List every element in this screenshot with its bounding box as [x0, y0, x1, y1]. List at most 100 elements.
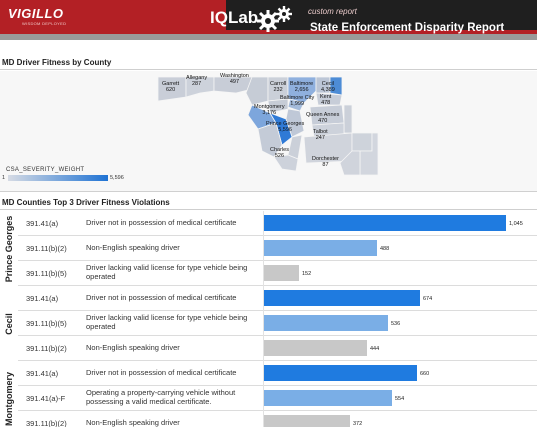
product-name: IQLab	[210, 8, 259, 27]
county-label-montgomery: Montgomery 3,176	[254, 104, 285, 116]
violation-code: 391.11(b)(5)	[26, 319, 67, 328]
violation-bar[interactable]	[264, 265, 299, 281]
legend-gradient-bar	[8, 175, 108, 181]
county-label-charles: Charles 526	[270, 147, 289, 159]
custom-report-subtitle: custom report	[308, 7, 357, 16]
county-group-label: Cecil	[0, 286, 18, 361]
violation-bar[interactable]	[264, 215, 506, 231]
county-wicomico	[351, 132, 373, 152]
violation-row[interactable]: 391.41(a) Driver not in possession of med…	[18, 286, 537, 311]
header-subbar	[0, 34, 537, 40]
county-somerset	[339, 150, 361, 176]
violation-description: Operating a property-carrying vehicle wi…	[86, 388, 236, 406]
violation-description: Driver lacking valid license for type ve…	[86, 313, 248, 331]
violation-count: 488	[380, 246, 390, 252]
violation-description: Driver not in possession of medical cert…	[86, 368, 237, 377]
violation-code: 391.41(a)	[26, 219, 59, 228]
report-title: State Enforcement Disparity Report	[310, 22, 505, 34]
violation-row[interactable]: 391.11(b)(2) Non-English speaking driver 4…	[18, 236, 537, 261]
county-label-washington: Washington 497	[220, 73, 249, 85]
violation-row[interactable]: 391.11(b)(2) Non-English speaking driver 3…	[18, 411, 537, 427]
report-header: VIGILLO WISDOM DEPLOYED IQLab	[0, 0, 537, 40]
row-separator	[263, 286, 264, 311]
county-group-label: Prince Georges	[0, 211, 18, 286]
county-label-kent: Kent 478	[320, 94, 332, 106]
violation-row[interactable]: 391.41(a)-F Operating a property-carrying…	[18, 386, 537, 411]
county-map[interactable]: Garrett 620 Allegany 287 Washington 497 Car…	[0, 71, 537, 192]
county-anne-arundel	[285, 108, 305, 138]
county-label-carroll: Carroll 232	[270, 81, 287, 93]
county-caroline	[343, 104, 353, 134]
logo-tagline: WISDOM DEPLOYED	[22, 21, 67, 26]
violation-description: Driver not in possession of medical cert…	[86, 218, 237, 227]
county-label-cecil: Cecil 4,389	[321, 81, 335, 93]
gears-icon	[257, 6, 292, 32]
violation-count: 444	[370, 346, 380, 352]
violation-row[interactable]: 391.41(a) Driver not in possession of med…	[18, 211, 537, 236]
row-separator	[263, 361, 264, 386]
county-allegany	[185, 76, 215, 98]
violation-count: 660	[420, 371, 430, 377]
violation-description: Non-English speaking driver	[86, 343, 180, 352]
header-accent-line	[226, 30, 537, 34]
row-separator	[263, 261, 264, 286]
county-baltimore	[287, 76, 317, 104]
header-brand-panel	[0, 0, 226, 34]
county-washington	[213, 76, 253, 94]
violation-row[interactable]: 391.11(b)(2) Non-English speaking driver 4…	[18, 336, 537, 361]
row-separator	[263, 311, 264, 336]
violation-row[interactable]: 391.11(b)(5) Driver lacking valid license…	[18, 311, 537, 336]
violation-row[interactable]: 391.11(b)(5) Driver lacking valid license…	[18, 261, 537, 286]
county-group-name: Prince Georges	[4, 215, 14, 282]
violation-code: 391.11(b)(2)	[26, 244, 67, 253]
row-separator	[263, 411, 264, 427]
violation-code: 391.11(b)(2)	[26, 419, 67, 427]
violation-code: 391.41(a)	[26, 369, 59, 378]
violation-bar[interactable]	[264, 415, 350, 427]
violation-bar[interactable]	[264, 390, 392, 406]
violation-count: 372	[353, 421, 363, 427]
violation-bar[interactable]	[264, 315, 388, 331]
violation-bar[interactable]	[264, 290, 420, 306]
vigillo-logo: VIGILLO	[8, 6, 64, 21]
violation-count: 1,045	[509, 221, 523, 227]
map-section-rule	[0, 69, 537, 70]
violation-description: Non-English speaking driver	[86, 418, 180, 427]
violation-code: 391.11(b)(2)	[26, 344, 67, 353]
row-separator	[263, 336, 264, 361]
violation-bar[interactable]	[264, 240, 377, 256]
violation-bar[interactable]	[264, 365, 417, 381]
county-st-marys	[273, 154, 299, 172]
county-label-baltimore: Baltimore 2,656	[290, 81, 314, 93]
legend-max: 5,596	[110, 175, 124, 181]
violation-bar[interactable]	[264, 340, 367, 356]
county-label-allegany: Allegany 287	[186, 75, 208, 87]
county-group-name: Cecil	[4, 312, 14, 335]
violation-count: 554	[395, 396, 405, 402]
county-label-garrett: Garrett 620	[162, 81, 180, 93]
maryland-map[interactable]	[0, 71, 537, 192]
row-separator	[263, 211, 264, 236]
violation-description: Driver lacking valid license for type ve…	[86, 263, 248, 281]
violation-description: Driver not in possession of medical cert…	[86, 293, 237, 302]
violation-code: 391.11(b)(5)	[26, 269, 67, 278]
county-label-prince-georges: Prince Georges 5,596	[266, 121, 305, 133]
violation-row[interactable]: 391.41(a) Driver not in possession of med…	[18, 361, 537, 386]
county-label-dorchester: Dorchester 87	[312, 156, 339, 168]
county-prince-georges	[269, 112, 293, 146]
violations-section-title: MD Counties Top 3 Driver Fitness Violati…	[2, 198, 170, 207]
violation-description: Non-English speaking driver	[86, 243, 180, 252]
violation-code: 391.41(a)-F	[26, 394, 66, 403]
legend-min: 1	[2, 175, 6, 181]
county-frederick	[245, 76, 269, 106]
row-separator	[263, 386, 264, 411]
violation-code: 391.41(a)	[26, 294, 59, 303]
county-group-label: Montgomery	[0, 361, 18, 427]
legend-title: CSA_SEVERITY_WEIGHT	[6, 167, 85, 173]
violation-count: 674	[423, 296, 433, 302]
violation-count: 152	[302, 271, 312, 277]
violations-section-rule	[0, 209, 537, 210]
county-charles	[257, 122, 283, 158]
county-group-name: Montgomery	[4, 371, 14, 426]
